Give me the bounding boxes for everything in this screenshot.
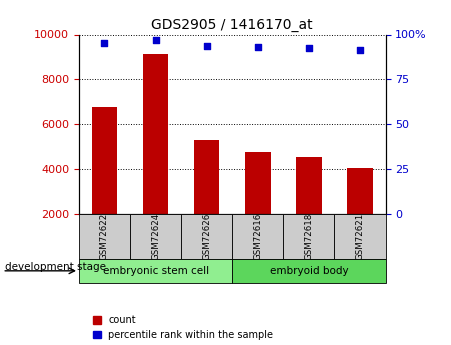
Point [305, 45, 313, 51]
Bar [245, 152, 271, 214]
Text: GSM72621: GSM72621 [355, 213, 364, 260]
Text: GSM72622: GSM72622 [100, 213, 109, 260]
Bar [79, 214, 130, 259]
Bar [347, 168, 373, 214]
Bar [130, 214, 181, 259]
Bar [232, 259, 386, 283]
Bar [181, 214, 232, 259]
Bar [143, 53, 168, 214]
Text: embryonic stem cell: embryonic stem cell [102, 266, 209, 276]
Point [101, 40, 108, 45]
Legend: count, percentile rank within the sample: count, percentile rank within the sample [93, 315, 273, 340]
Point [254, 44, 262, 50]
Bar [232, 214, 283, 259]
Point [356, 47, 364, 52]
Point [203, 43, 210, 49]
Text: GSM72626: GSM72626 [202, 213, 211, 260]
Text: GSM72624: GSM72624 [151, 213, 160, 260]
Title: GDS2905 / 1416170_at: GDS2905 / 1416170_at [152, 18, 313, 32]
Bar [283, 214, 335, 259]
Bar [296, 157, 322, 214]
Bar [335, 214, 386, 259]
Bar [92, 107, 117, 214]
Text: embryoid body: embryoid body [270, 266, 348, 276]
Text: development stage: development stage [5, 263, 106, 272]
Bar [79, 259, 232, 283]
Bar [194, 140, 220, 214]
Text: GSM72618: GSM72618 [304, 213, 313, 260]
Text: GSM72616: GSM72616 [253, 213, 262, 260]
Point [152, 37, 159, 43]
